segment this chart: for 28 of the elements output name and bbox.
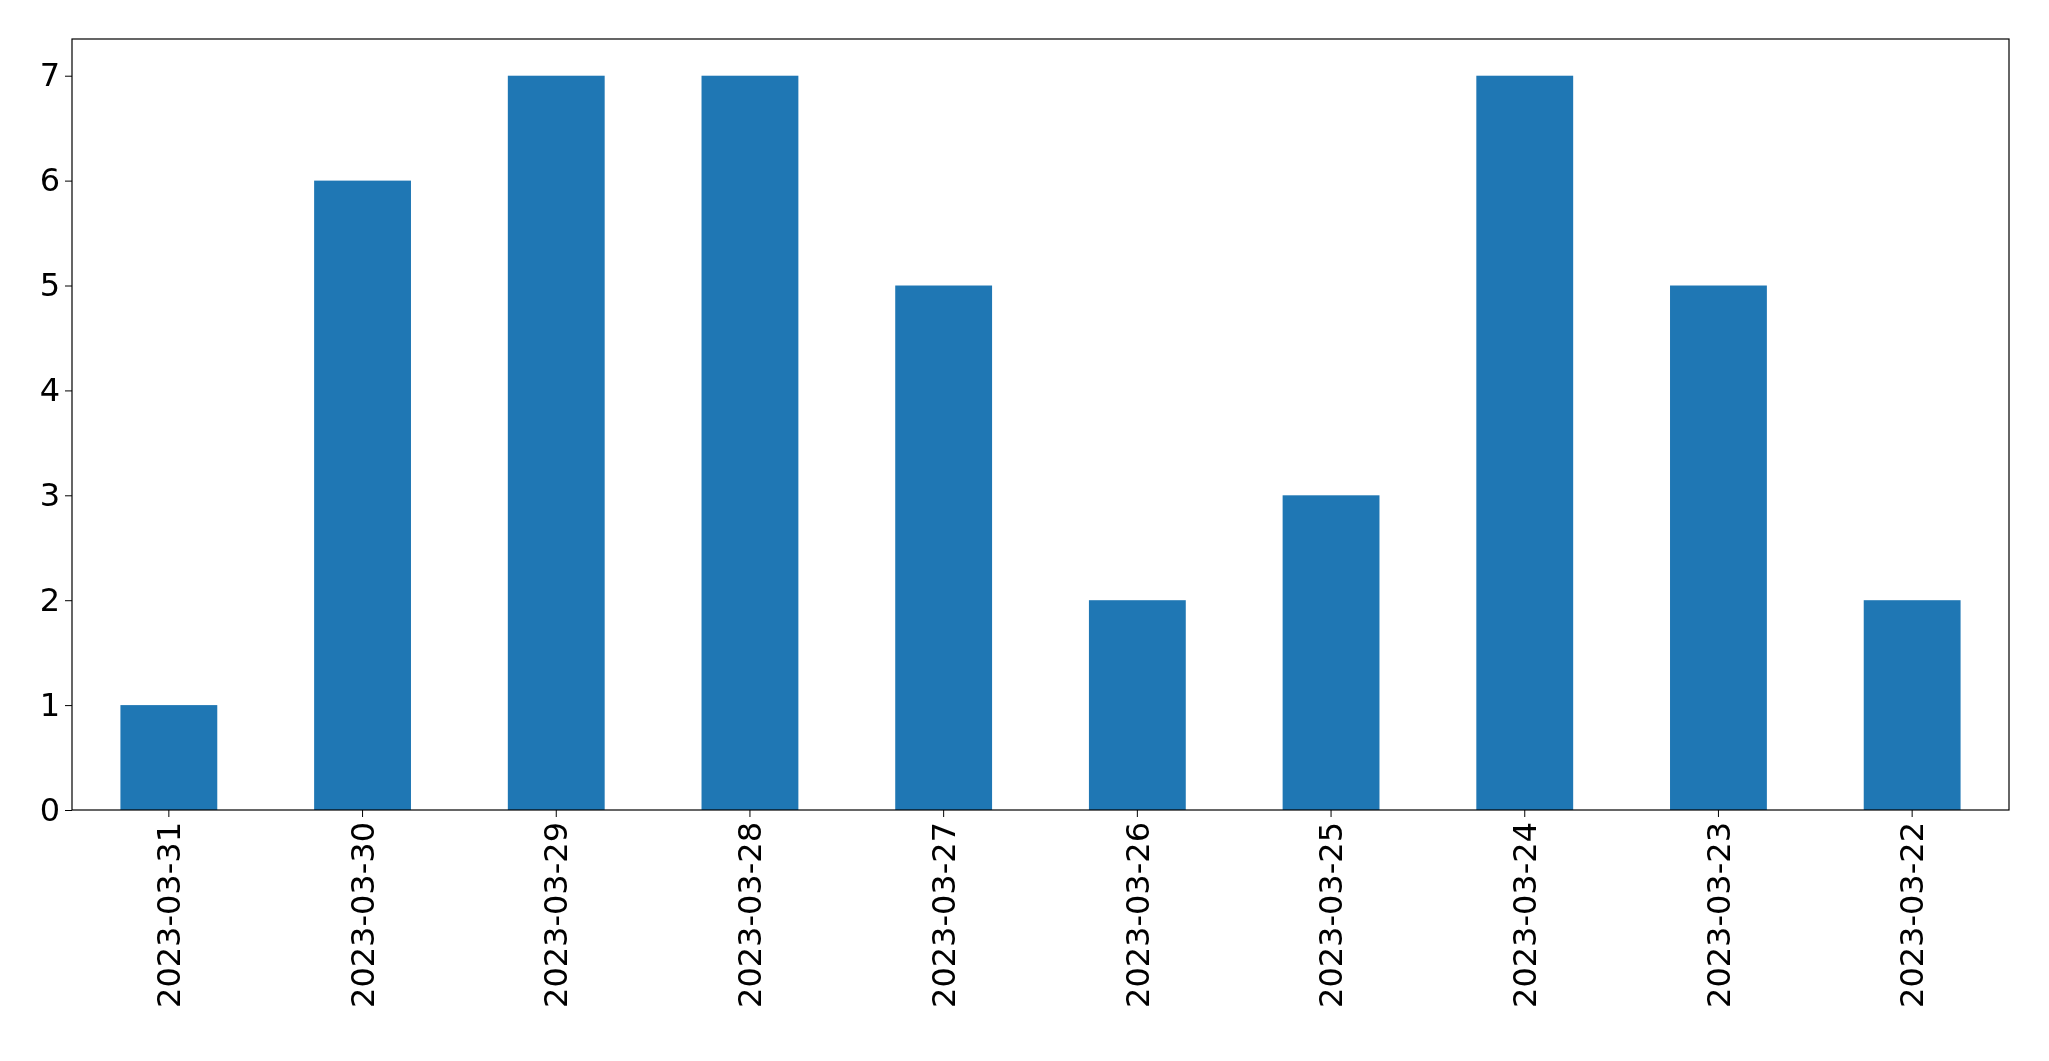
y-tick-label: 6	[39, 161, 60, 200]
y-tick-label: 3	[39, 476, 60, 515]
bar	[120, 705, 218, 810]
y-tick-label: 0	[39, 790, 60, 829]
x-tick-label: 2023-03-29	[537, 822, 576, 1008]
bar	[1670, 285, 1767, 810]
bar	[895, 285, 993, 810]
y-tick-label: 4	[39, 371, 60, 410]
x-tick-label: 2023-03-26	[1118, 822, 1157, 1008]
x-tick-label: 2023-03-25	[1312, 822, 1351, 1008]
y-tick-label: 1	[39, 685, 60, 724]
x-tick-label: 2023-03-30	[343, 822, 382, 1008]
bar	[701, 75, 799, 810]
x-tick-label: 2023-03-31	[150, 822, 189, 1008]
y-tick-label: 2	[39, 580, 60, 619]
bar	[1088, 600, 1186, 810]
y-tick-label: 7	[39, 56, 60, 95]
x-tick-label: 2023-03-22	[1893, 822, 1932, 1008]
bar	[314, 180, 411, 810]
bar	[1282, 495, 1380, 810]
bar	[1863, 600, 1961, 810]
x-tick-label: 2023-03-27	[924, 822, 963, 1008]
x-tick-label: 2023-03-28	[731, 822, 770, 1008]
bar	[1476, 75, 1574, 810]
x-tick-label: 2023-03-23	[1699, 822, 1738, 1008]
x-tick-label: 2023-03-24	[1505, 822, 1544, 1008]
bar	[507, 75, 605, 810]
y-tick-label: 5	[39, 266, 60, 305]
